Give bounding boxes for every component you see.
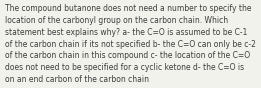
Text: on an end carbon of the carbon chain: on an end carbon of the carbon chain	[5, 75, 149, 84]
Text: statement best explains why? a- the C=O is assumed to be C-1: statement best explains why? a- the C=O …	[5, 28, 247, 37]
Text: does not need to be specified for a cyclic ketone d- the C=O is: does not need to be specified for a cycl…	[5, 63, 244, 72]
Text: of the carbon chain if its not specified b- the C=O can only be c-2: of the carbon chain if its not specified…	[5, 40, 256, 48]
Text: of the carbon chain in this compound c- the location of the C=O: of the carbon chain in this compound c- …	[5, 51, 250, 60]
Text: The compound butanone does not need a number to specify the: The compound butanone does not need a nu…	[5, 4, 251, 13]
Text: location of the carbonyl group on the carbon chain. Which: location of the carbonyl group on the ca…	[5, 16, 228, 25]
